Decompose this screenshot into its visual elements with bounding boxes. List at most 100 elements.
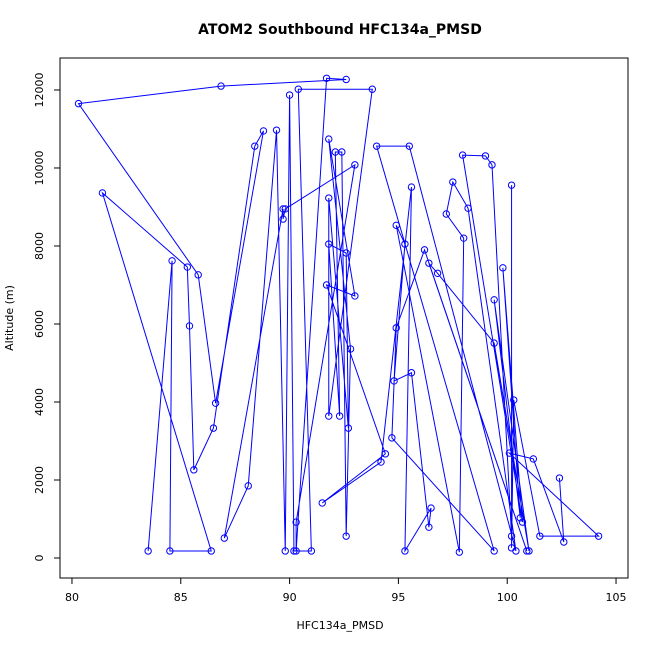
data-point xyxy=(368,85,376,93)
data-point xyxy=(401,547,409,555)
data-line xyxy=(77,77,600,553)
data-point xyxy=(292,547,300,555)
data-point xyxy=(449,178,457,186)
y-tick-label: 12000 xyxy=(33,72,46,107)
data-point xyxy=(194,271,202,279)
data-point xyxy=(281,205,289,213)
data-point xyxy=(190,466,198,474)
data-point xyxy=(455,548,464,556)
data-point xyxy=(290,547,298,555)
data-point xyxy=(166,547,174,555)
data-point xyxy=(555,474,564,482)
data-point xyxy=(285,91,294,99)
data-point xyxy=(433,269,442,277)
data-point xyxy=(407,369,416,377)
data-point xyxy=(464,204,472,212)
data-point xyxy=(344,424,353,432)
data-point xyxy=(325,135,333,143)
data-point xyxy=(211,399,220,407)
data-point xyxy=(351,292,359,300)
data-point xyxy=(325,412,333,420)
data-point xyxy=(342,75,350,84)
data-point xyxy=(425,259,433,267)
data-point xyxy=(516,514,524,522)
data-point xyxy=(322,281,331,289)
data-point xyxy=(507,181,516,189)
data-point xyxy=(168,257,176,265)
data-point xyxy=(490,296,498,304)
data-point xyxy=(459,234,468,242)
data-point xyxy=(510,396,518,404)
data-point xyxy=(392,324,400,332)
data-point xyxy=(490,339,498,347)
data-point xyxy=(388,434,396,442)
y-tick-label: 6000 xyxy=(33,310,46,338)
data-point xyxy=(405,142,413,150)
data-point xyxy=(281,547,289,555)
data-point xyxy=(294,85,302,93)
data-point xyxy=(338,148,346,156)
x-axis-label: HFC134a_PMSD xyxy=(296,619,383,632)
data-point xyxy=(525,547,533,555)
data-point xyxy=(209,424,218,432)
data-point xyxy=(307,547,316,555)
y-tick-label: 2000 xyxy=(33,466,46,494)
data-point xyxy=(251,142,259,150)
x-tick-label: 105 xyxy=(606,591,627,604)
data-point xyxy=(279,215,287,223)
data-point xyxy=(259,127,268,135)
data-point xyxy=(390,377,398,385)
data-point xyxy=(507,544,516,552)
data-point xyxy=(325,194,333,202)
data-point xyxy=(529,455,538,463)
y-tick-label: 0 xyxy=(33,554,46,561)
data-point xyxy=(220,534,229,542)
data-point xyxy=(427,504,435,512)
data-point xyxy=(244,482,252,490)
y-axis-label: Altitude (m) xyxy=(3,285,16,351)
data-point xyxy=(560,538,568,546)
data-point xyxy=(325,240,333,248)
y-tick-label: 8000 xyxy=(33,232,46,260)
data-point xyxy=(372,142,381,150)
data-point xyxy=(342,249,350,257)
data-point xyxy=(420,246,429,254)
data-point xyxy=(185,322,194,330)
data-point xyxy=(351,161,359,169)
y-tick-label: 4000 xyxy=(33,388,46,416)
data-point xyxy=(458,151,467,159)
x-tick-label: 95 xyxy=(391,591,405,604)
data-point xyxy=(342,532,350,540)
data-point xyxy=(505,449,514,457)
data-point xyxy=(292,518,300,526)
data-point xyxy=(144,547,152,555)
data-point xyxy=(488,161,496,169)
data-point xyxy=(217,82,225,90)
x-tick-label: 80 xyxy=(65,591,79,604)
data-point xyxy=(425,523,433,531)
data-point xyxy=(536,532,544,540)
y-tick-label: 10000 xyxy=(33,150,46,185)
data-point xyxy=(594,532,603,540)
data-point xyxy=(98,189,107,197)
data-point xyxy=(335,412,344,420)
data-point xyxy=(481,152,490,160)
data-point xyxy=(518,518,527,526)
data-point xyxy=(442,210,450,218)
x-tick-label: 90 xyxy=(283,591,297,604)
x-tick-label: 85 xyxy=(174,591,188,604)
data-point xyxy=(507,532,516,540)
data-point xyxy=(272,126,281,134)
data-point xyxy=(401,240,409,248)
data-point xyxy=(523,547,531,555)
data-point xyxy=(183,263,192,271)
plot-frame xyxy=(59,57,629,579)
data-point xyxy=(322,74,331,82)
chart-title: ATOM2 Southbound HFC134a_PMSD xyxy=(198,22,482,38)
data-point xyxy=(207,547,215,555)
data-point xyxy=(499,264,507,272)
data-point xyxy=(392,221,400,230)
data-point xyxy=(381,450,390,458)
data-point xyxy=(377,458,385,466)
